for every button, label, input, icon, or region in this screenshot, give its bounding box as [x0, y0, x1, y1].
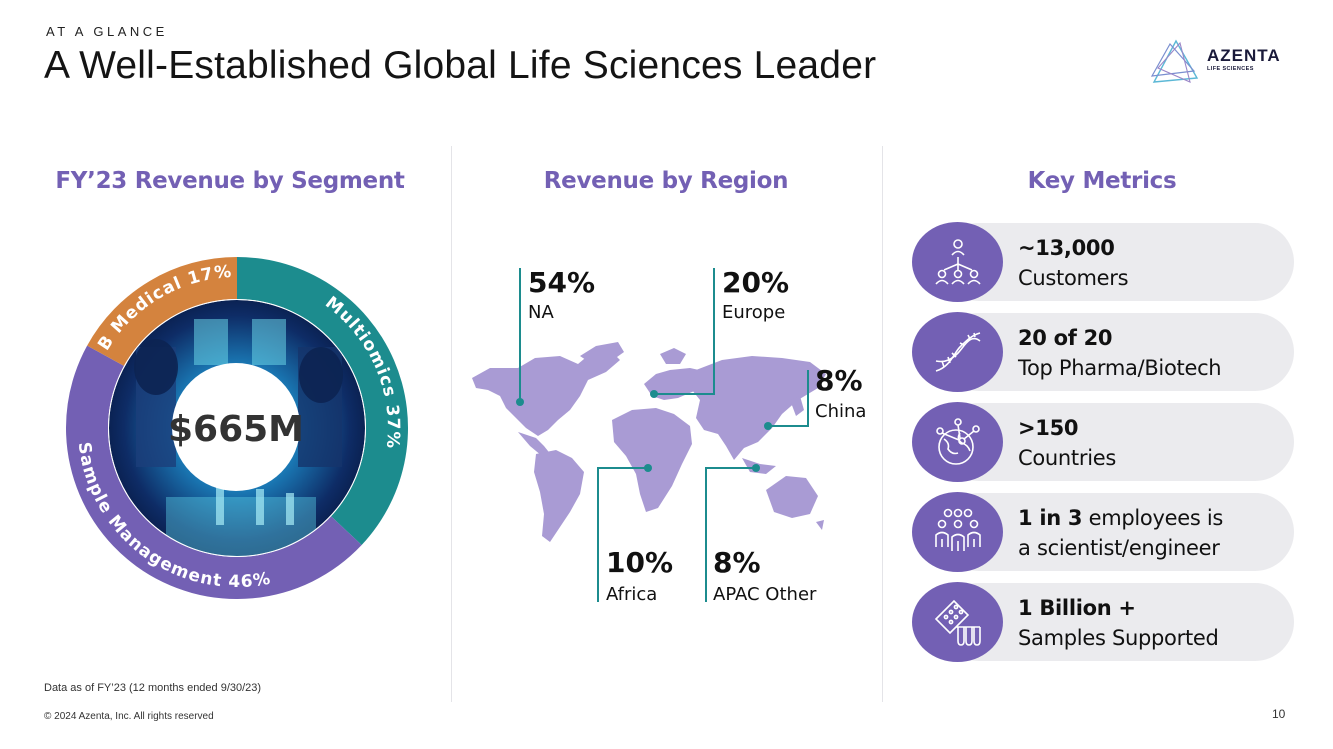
logo-tagline: LIFE SCIENCES	[1207, 66, 1254, 72]
column-divider	[451, 146, 452, 702]
metric-icon-circle	[912, 312, 1003, 392]
region-name-africa: Africa	[606, 584, 657, 605]
region-pct-na: 54%	[528, 266, 595, 299]
leader-europe	[654, 268, 715, 395]
marker-na	[516, 398, 524, 406]
region-name-europe: Europe	[722, 302, 785, 323]
azenta-logo: AZENTA LIFE SCIENCES	[1150, 38, 1290, 86]
page-title: A Well-Established Global Life Sciences …	[44, 44, 877, 87]
network-people-icon	[935, 239, 981, 285]
metric-label: Customers	[1018, 266, 1129, 290]
metric-value: ~13,000	[1018, 236, 1115, 260]
sample-tubes-icon	[934, 599, 981, 646]
region-leader-lines	[519, 268, 809, 602]
marker-apac	[752, 464, 760, 472]
azenta-logo-mark	[1150, 39, 1199, 83]
donut-svg: $665M Multiomics 37%Sample Management 46…	[66, 257, 408, 599]
globe-network-icon	[936, 418, 980, 465]
region-pct-apac: 8%	[713, 546, 761, 579]
metric-value: >150	[1018, 416, 1079, 440]
metric-label: Top Pharma/Biotech	[1018, 356, 1222, 380]
metric-label: Samples Supported	[1018, 626, 1219, 650]
region-heading: Revenue by Region	[543, 168, 789, 194]
region-markers	[516, 390, 772, 472]
copyright: © 2024 Azenta, Inc. All rights reserved	[44, 711, 214, 722]
page-number: 10	[1272, 707, 1286, 721]
metric-card-samples: 1 Billion + Samples Supported	[912, 582, 1294, 662]
donut-segment-multiomics	[237, 257, 408, 546]
metric-icon-circle	[912, 222, 1003, 302]
metric-icon-circle	[912, 492, 1003, 572]
eyebrow: AT A GLANCE	[46, 24, 168, 39]
dna-icon	[935, 332, 981, 372]
metric-value: 1 Billion +	[1018, 596, 1136, 620]
metric-card-customers: ~13,000 Customers	[912, 222, 1294, 302]
world-map-landmasses	[472, 342, 826, 542]
leader-africa	[597, 467, 648, 602]
column-divider	[882, 146, 883, 702]
metric-value: 20 of 20	[1018, 326, 1113, 350]
metric-label: Countries	[1018, 446, 1116, 470]
data-footnote: Data as of FY’23 (12 months ended 9/30/2…	[44, 682, 262, 694]
leader-china	[768, 370, 809, 427]
logo-wordmark: AZENTA	[1207, 46, 1281, 65]
marker-europe	[650, 390, 658, 398]
region-name-na: NA	[528, 302, 554, 323]
region-pct-europe: 20%	[722, 266, 789, 299]
metric-card-employees: 1 in 3 employees is a scientist/engineer	[912, 492, 1294, 572]
metric-label: a scientist/engineer	[1018, 536, 1220, 560]
region-name-apac: APAC Other	[713, 584, 817, 605]
region-name-china: China	[815, 401, 866, 422]
donut-center-total: $665M	[168, 409, 304, 450]
metrics-heading: Key Metrics	[1027, 168, 1177, 194]
leader-apac	[705, 467, 756, 602]
metric-card-countries: >150 Countries	[912, 402, 1294, 482]
metric-icon-circle	[912, 582, 1003, 662]
team-icon	[935, 508, 981, 551]
metric-value: 1 in 3 employees is	[1018, 506, 1224, 530]
donut-segment-sample-management	[66, 345, 362, 599]
marker-africa	[644, 464, 652, 472]
region-pct-china: 8%	[815, 364, 863, 397]
segment-heading: FY’23 Revenue by Segment	[55, 168, 405, 194]
segment-donut-chart: $665M Multiomics 37% Sample Management 46…	[66, 257, 408, 599]
marker-china	[764, 422, 772, 430]
region-pct-africa: 10%	[606, 546, 673, 579]
donut-segment-b-medical	[87, 257, 238, 366]
metric-card-pharma: 20 of 20 Top Pharma/Biotech	[912, 312, 1294, 392]
metric-icon-circle	[912, 402, 1003, 482]
world-map: 54% NA 20% Europe 8% China 10% Africa 8%…	[472, 266, 866, 605]
